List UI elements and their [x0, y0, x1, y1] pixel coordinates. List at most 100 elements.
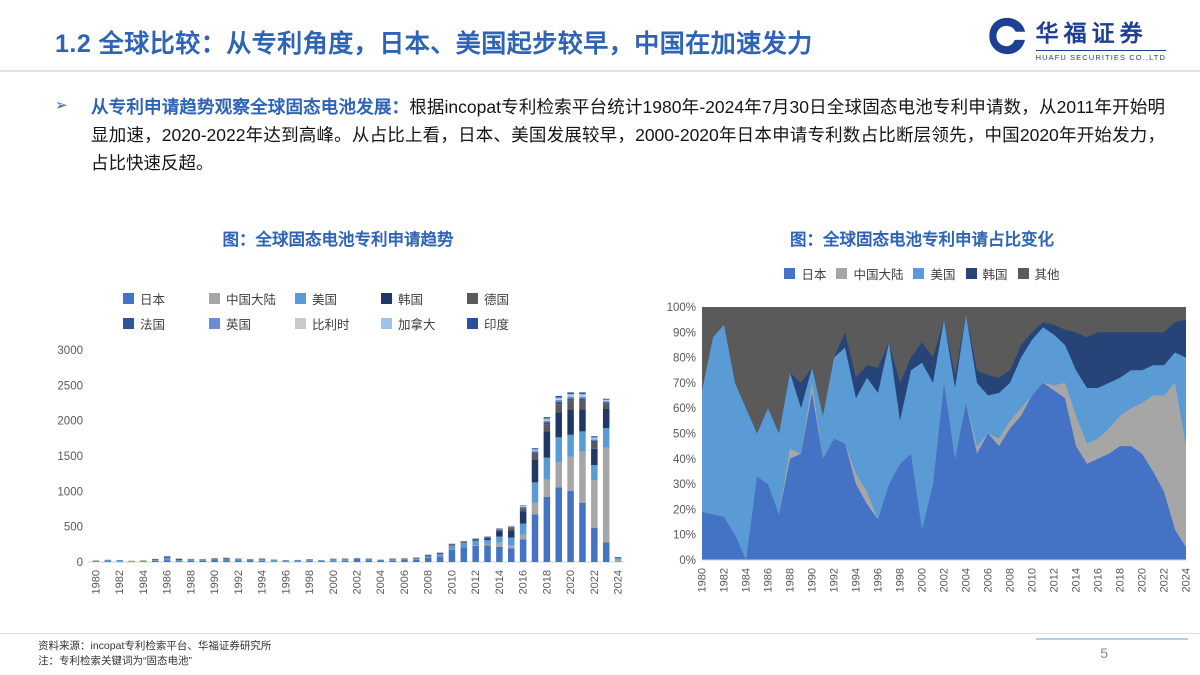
svg-text:70%: 70%: [673, 378, 696, 390]
series-美国: [92, 428, 622, 562]
legend-label: 印度: [484, 318, 510, 332]
trend-chart-legend: 日本 中国大陆 美国 韩国 德国法国 英国 比利时 加拿大 印度: [118, 286, 558, 336]
legend-swatch: [467, 293, 478, 304]
svg-text:2012: 2012: [470, 570, 482, 594]
x-axis: 1980 1982 1984 1986 1988 1990 1992 1994 1996 1998…: [90, 570, 624, 594]
summary-text: 从专利申请趋势观察全球固态电池发展：根据incopat专利检索平台统计1980年…: [91, 93, 1165, 177]
legend-swatch: [467, 318, 478, 329]
legend-label: 英国: [226, 318, 252, 332]
footer-accent-line: [1036, 638, 1188, 640]
huafu-swirl-icon: [986, 15, 1028, 62]
svg-text:2022: 2022: [589, 570, 601, 594]
svg-text:1984: 1984: [741, 568, 753, 592]
legend-label: 美国: [930, 268, 956, 282]
series-比利时: [508, 395, 610, 528]
series-印度: [484, 392, 610, 537]
svg-text:1992: 1992: [233, 570, 245, 594]
svg-text:2016: 2016: [518, 570, 530, 594]
svg-text:2002: 2002: [939, 568, 951, 592]
legend-label: 加拿大: [398, 318, 436, 332]
legend-label: 其他: [1034, 268, 1060, 282]
legend-label: 日本: [140, 293, 166, 307]
svg-text:1986: 1986: [763, 568, 775, 592]
svg-text:500: 500: [64, 522, 83, 534]
series-日本: [92, 487, 622, 562]
svg-text:1980: 1980: [697, 568, 709, 592]
legend-swatch: [123, 293, 134, 304]
header: 1.2 全球比较：从专利角度，日本、美国起步较早，中国在加速发力 华福证券 HU…: [55, 10, 1166, 62]
summary-block: ➢ 从专利申请趋势观察全球固态电池发展：根据incopat专利检索平台统计198…: [55, 93, 1165, 177]
svg-text:2000: 2000: [57, 416, 83, 428]
svg-text:2010: 2010: [446, 570, 458, 594]
svg-text:2010: 2010: [1027, 568, 1039, 592]
legend-item-中国大陆: 中国大陆: [209, 289, 295, 308]
legend-label: 德国: [484, 293, 510, 307]
patent-share-chart: 图：全球固态电池专利申请占比变化 日本 中国大陆 美国 韩国 其他 0% 10% 20% 30…: [652, 216, 1192, 620]
patent-trend-chart: 图：全球固态电池专利申请趋势 日本 中国大陆 美国 韩国 德国 法国 英国 比利时 加拿大 印度 …: [38, 216, 638, 620]
svg-text:2004: 2004: [961, 568, 973, 592]
legend-item-印度: 印度: [467, 314, 553, 333]
svg-text:3000: 3000: [57, 345, 83, 357]
footer-divider: [0, 633, 1200, 634]
svg-text:1982: 1982: [114, 570, 126, 594]
svg-text:2022: 2022: [1159, 568, 1171, 592]
legend-item-加拿大: 加拿大: [381, 314, 467, 333]
svg-text:50%: 50%: [673, 429, 696, 441]
svg-text:1996: 1996: [280, 570, 292, 594]
svg-text:1996: 1996: [873, 568, 885, 592]
svg-text:0%: 0%: [679, 555, 696, 567]
svg-text:100%: 100%: [667, 302, 696, 314]
legend-item-英国: 英国: [209, 314, 295, 333]
svg-text:2018: 2018: [541, 570, 553, 594]
svg-text:80%: 80%: [673, 353, 696, 365]
series-中国大陆: [424, 447, 622, 562]
huafu-logo: 华福证券 HUAFU SECURITIES CO.,LTD: [986, 14, 1166, 62]
svg-text:30%: 30%: [673, 479, 696, 491]
svg-text:2006: 2006: [399, 570, 411, 594]
svg-text:2000: 2000: [328, 570, 340, 594]
svg-text:2016: 2016: [1093, 568, 1105, 592]
svg-text:90%: 90%: [673, 327, 696, 339]
series-加拿大: [152, 394, 610, 559]
footer-source: 资料来源：incopat专利检索平台、华福证券研究所: [38, 640, 272, 652]
legend-swatch: [123, 318, 134, 329]
trend-chart-title: 图：全球固态电池专利申请趋势: [222, 231, 454, 249]
legend-item-日本: 日本: [784, 264, 826, 283]
legend-swatch: [381, 293, 392, 304]
svg-text:1500: 1500: [57, 451, 83, 463]
legend-item-比利时: 比利时: [295, 314, 381, 333]
svg-text:2020: 2020: [1137, 568, 1149, 592]
charts-row: 图：全球固态电池专利申请趋势 日本 中国大陆 美国 韩国 德国 法国 英国 比利时 加拿大 印度 …: [38, 216, 1192, 620]
svg-text:2014: 2014: [494, 570, 506, 594]
svg-text:1994: 1994: [851, 568, 863, 592]
svg-text:1984: 1984: [138, 570, 150, 594]
legend-item-中国大陆: 中国大陆: [836, 264, 903, 283]
legend-item-韩国: 韩国: [381, 289, 467, 308]
legend-item-美国: 美国: [295, 289, 381, 308]
x-axis: 1980 1982 1984 1986 1988 1990 1992 1994 1996 1998…: [697, 568, 1193, 592]
svg-text:2014: 2014: [1071, 568, 1083, 592]
svg-text:2020: 2020: [565, 570, 577, 594]
legend-item-德国: 德国: [467, 289, 553, 308]
legend-swatch: [295, 293, 306, 304]
share-chart-title: 图：全球固态电池专利申请占比变化: [790, 231, 1054, 249]
legend-item-其他: 其他: [1017, 264, 1060, 283]
series-韩国: [199, 408, 622, 561]
legend-label: 中国大陆: [853, 268, 904, 282]
legend-swatch: [1017, 268, 1029, 279]
svg-text:1980: 1980: [90, 570, 102, 594]
legend-swatch: [784, 268, 796, 279]
svg-text:20%: 20%: [673, 504, 696, 516]
legend-item-法国: 法国: [123, 314, 209, 333]
svg-text:2006: 2006: [983, 568, 995, 592]
legend-label: 韩国: [398, 293, 424, 307]
svg-text:2500: 2500: [57, 380, 83, 392]
logo-name-cn: 华福证券: [1035, 21, 1148, 46]
legend-label: 日本: [801, 268, 827, 282]
svg-text:1998: 1998: [895, 568, 907, 592]
svg-text:1990: 1990: [807, 568, 819, 592]
svg-text:2008: 2008: [423, 570, 435, 594]
svg-text:60%: 60%: [673, 403, 696, 415]
svg-text:10%: 10%: [673, 530, 696, 542]
footer: 资料来源：incopat专利检索平台、华福证券研究所 注：专利检索关键词为“固态…: [0, 633, 1200, 669]
